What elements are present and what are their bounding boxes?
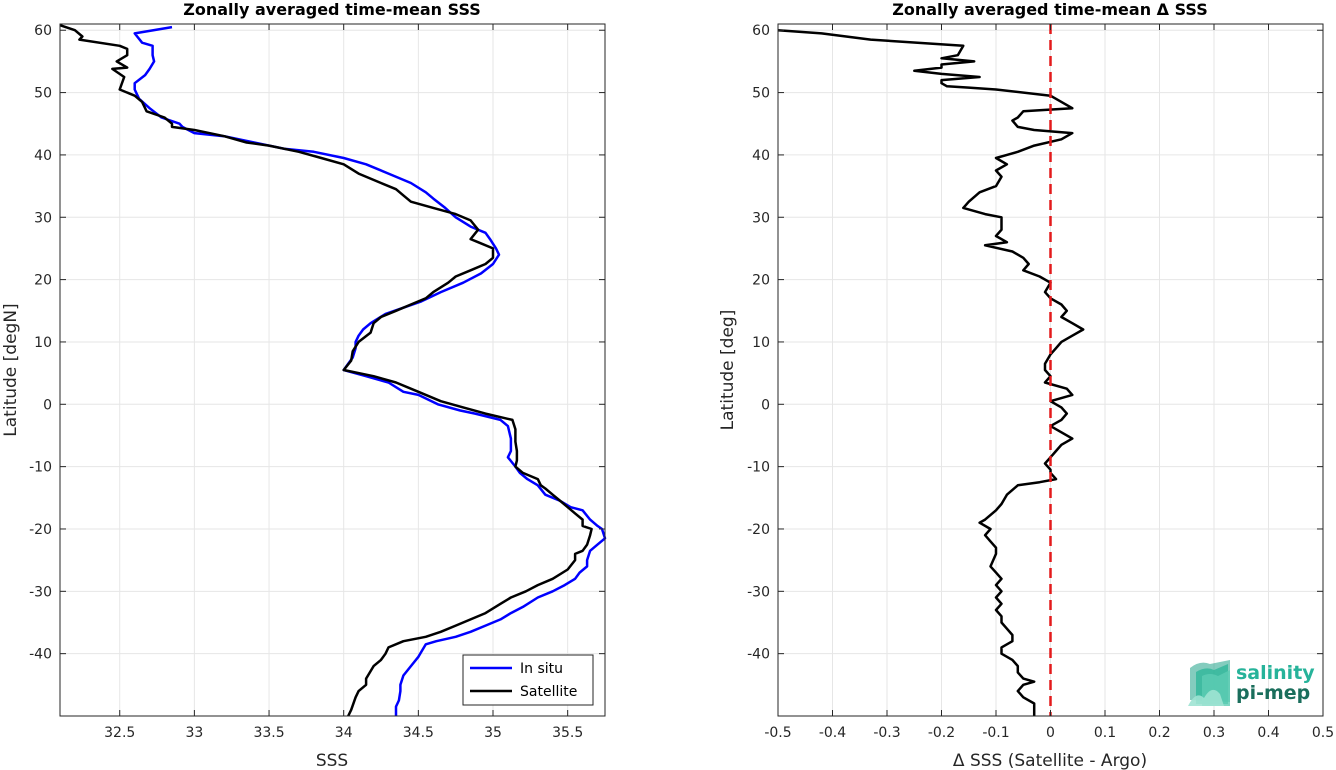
left-chart-title: Zonally averaged time-mean SSS <box>183 0 481 19</box>
y-tick-label: -20 <box>29 522 52 538</box>
y-tick-label: 20 <box>752 273 770 289</box>
left-axes-box <box>59 23 606 717</box>
y-tick-label: -40 <box>29 647 52 663</box>
x-tick-label: 0 <box>1046 725 1055 741</box>
left-plot-area <box>60 24 605 716</box>
y-tick-label: -40 <box>747 647 770 663</box>
left-y-ticks: -40 -30 -20 -10 0 10 20 30 40 50 60 <box>29 23 605 663</box>
right-series <box>777 24 1085 716</box>
y-tick-label: 30 <box>34 210 52 226</box>
left-y-axis-label: Latitude [degN] <box>1 303 21 436</box>
y-tick-label: 0 <box>43 397 52 413</box>
series-line-satellite <box>59 24 593 717</box>
left-chart: Zonally averaged time-mean SSS 32.5 33 33.… <box>1 0 607 770</box>
salinity-pi-mep-logo: salinity pi-mep <box>1188 660 1315 706</box>
right-x-axis-label: Δ SSS (Satellite - Argo) <box>953 751 1147 770</box>
x-tick-label: 0.4 <box>1257 725 1279 741</box>
y-tick-label: 60 <box>34 23 52 39</box>
x-tick-label: 34 <box>335 725 353 741</box>
x-tick-label: 0.2 <box>1148 725 1170 741</box>
left-series <box>59 24 607 717</box>
y-tick-label: 0 <box>761 397 770 413</box>
legend-label-in-situ: In situ <box>520 661 563 677</box>
logo-text-line2: pi-mep <box>1236 682 1310 704</box>
x-tick-label: -0.5 <box>764 725 791 741</box>
y-tick-label: -30 <box>747 584 770 600</box>
right-chart-title: Zonally averaged time-mean Δ SSS <box>892 0 1208 19</box>
y-tick-label: 40 <box>34 148 52 164</box>
y-tick-label: 30 <box>752 210 770 226</box>
logo-wave-icon <box>1188 660 1230 706</box>
y-tick-label: 10 <box>752 335 770 351</box>
x-tick-label: -0.1 <box>982 725 1009 741</box>
y-tick-label: -20 <box>747 522 770 538</box>
x-tick-label: 34.5 <box>403 725 434 741</box>
x-tick-label: 33.5 <box>253 725 284 741</box>
y-tick-label: -10 <box>747 460 770 476</box>
y-tick-label: 50 <box>34 86 52 102</box>
right-y-ticks: -40 -30 -20 -10 0 10 20 30 40 50 60 <box>747 23 1323 663</box>
y-tick-label: 20 <box>34 273 52 289</box>
y-tick-label: -10 <box>29 460 52 476</box>
x-tick-label: -0.2 <box>928 725 955 741</box>
y-tick-label: -30 <box>29 584 52 600</box>
y-tick-label: 50 <box>752 86 770 102</box>
logo-text-line1: salinity <box>1236 662 1315 684</box>
left-x-axis-label: SSS <box>316 751 348 770</box>
right-chart: Zonally averaged time-mean Δ SSS -0.5 -0.… <box>718 0 1334 770</box>
y-tick-label: 10 <box>34 335 52 351</box>
x-tick-label: -0.4 <box>819 725 846 741</box>
legend-box <box>462 654 594 706</box>
x-tick-label: 35.5 <box>552 725 583 741</box>
legend-label-satellite: Satellite <box>520 684 577 700</box>
x-tick-label: 32.5 <box>104 725 135 741</box>
x-tick-label: 0.1 <box>1094 725 1116 741</box>
right-x-ticks: -0.5 -0.4 -0.3 -0.2 -0.1 0 0.1 0.2 0.3 0.4 0.5 <box>764 24 1334 741</box>
x-tick-label: 35 <box>484 725 502 741</box>
legend: In situ Satellite <box>462 654 594 706</box>
y-tick-label: 60 <box>752 23 770 39</box>
right-y-axis-label: Latitude [deg] <box>718 310 738 431</box>
left-grid <box>60 24 605 716</box>
series-line-delta-sss <box>777 28 1085 716</box>
x-tick-label: 0.3 <box>1203 725 1225 741</box>
y-tick-label: 40 <box>752 148 770 164</box>
x-tick-label: 0.5 <box>1312 725 1334 741</box>
x-tick-label: 33 <box>185 725 203 741</box>
x-tick-label: -0.3 <box>873 725 900 741</box>
left-x-ticks: 32.5 33 33.5 34 34.5 35 35.5 <box>104 24 583 741</box>
